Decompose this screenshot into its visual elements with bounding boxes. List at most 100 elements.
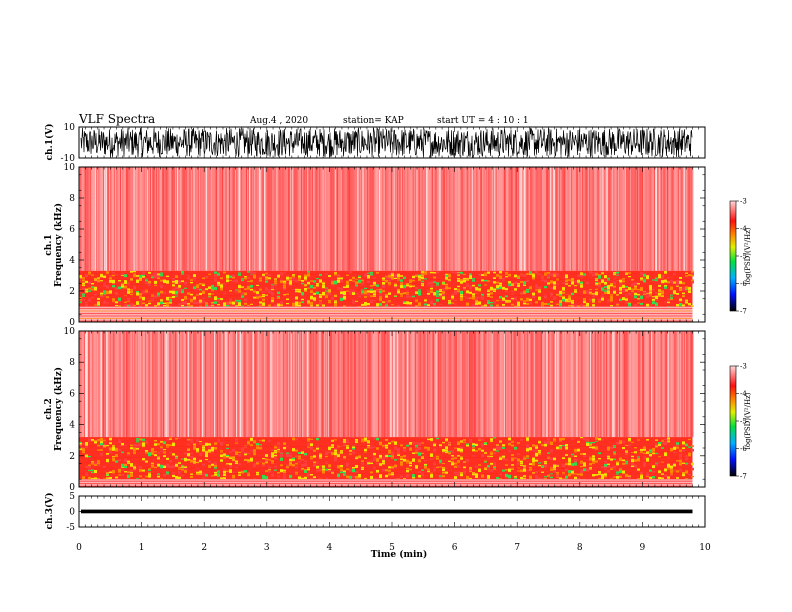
ch1-spectrogram-band-cell xyxy=(217,281,220,286)
ch2-spectrogram-streak xyxy=(287,331,289,438)
ch1-spectrogram-band-cell xyxy=(370,295,373,297)
ch2-spectrogram-band-cell xyxy=(196,471,199,475)
ch2-spectrogram-band-cell xyxy=(277,442,280,445)
ch2-spectrogram-band-cell xyxy=(172,474,175,477)
ch1-spectrogram-band-cell xyxy=(499,300,502,302)
ch1-spectrogram-band-cell xyxy=(280,279,283,284)
ch2-spectrogram-band-cell xyxy=(100,452,103,456)
ch1-spectrogram-streak xyxy=(131,167,133,271)
ch1-spectrogram-band-cell xyxy=(340,294,343,297)
ch1-spectrogram-streak xyxy=(320,167,322,271)
ch1-spectrogram-band-cell xyxy=(316,304,319,308)
ch1-spectrogram-band-cell xyxy=(214,278,217,282)
ch1-spectrogram-streak xyxy=(350,167,352,271)
ch2-spectrogram-streak xyxy=(352,331,354,438)
ch1-spectrogram-band-cell xyxy=(151,273,154,275)
ch2-spectrogram-band-cell xyxy=(229,469,232,473)
ch1-spectrogram-streak xyxy=(182,167,184,271)
ch1-spectrogram-band-cell xyxy=(316,278,319,280)
ch2-spectrogram-band-cell xyxy=(376,469,379,473)
ch1-spectrogram-streak xyxy=(338,167,340,271)
ch1-spectrogram-streak xyxy=(403,167,405,271)
ch1-spectrogram-streak xyxy=(317,167,319,271)
ch1-spectrogram-band-cell xyxy=(625,300,628,304)
ch1-spectrogram-band-cell xyxy=(235,279,238,283)
ch1-spectrogram-band-cell xyxy=(334,300,337,304)
ch2-spectrogram-streak xyxy=(652,331,654,438)
ch1-spectrogram-band-cell xyxy=(667,281,670,284)
ch1-spectrogram-band-cell xyxy=(679,280,682,284)
ch1-spectrogram-band-cell xyxy=(562,291,565,294)
ch2-spectrogram-band-cell xyxy=(367,440,370,444)
ch2-spectrogram-band-cell xyxy=(145,440,148,444)
ch2-spectrogram-gap xyxy=(100,331,103,438)
ch2-spectrogram-band-cell xyxy=(346,463,349,467)
ch1-spectrogram-band-cell xyxy=(628,276,631,278)
ch2-spectrogram-band-cell xyxy=(109,437,112,441)
ch2-spectrogram-streak xyxy=(603,331,605,438)
ch1-spectrogram-band-cell xyxy=(157,292,160,297)
ch2-spectrogram-streak xyxy=(656,331,658,438)
ch2-spectrogram-streak xyxy=(445,331,447,438)
ch1-spectrogram-band-cell xyxy=(247,271,250,273)
ch2-spectrogram-band-cell xyxy=(604,475,607,478)
ch1-spectrogram-streak xyxy=(381,167,383,271)
ch1-spectrogram-band-cell xyxy=(544,294,547,299)
ch2-spectrogram-streak xyxy=(339,331,341,438)
ch1-spectrogram-band-cell xyxy=(688,290,691,293)
ch1-spectrogram-band-cell xyxy=(124,274,127,278)
ch1-spectrogram-band-cell xyxy=(298,288,301,293)
ch1-spectrogram-band-cell xyxy=(370,288,373,291)
ch2-spectrogram-band-cell xyxy=(430,438,433,442)
ch1-spectrogram-band-cell xyxy=(307,287,310,289)
ch2-spectrogram-band-cell xyxy=(373,437,376,440)
ch2-spectrogram-streak xyxy=(587,331,589,438)
ch2-spectrogram-band-cell xyxy=(169,460,172,464)
ch1-spectrogram-band-cell xyxy=(331,297,334,300)
ch1-spectrogram-streak xyxy=(293,167,295,271)
ch1-spectrogram-band-cell xyxy=(478,288,481,292)
ch1-spectrogram-band-cell xyxy=(547,282,550,285)
ch1-spectrogram-streak xyxy=(170,167,172,271)
ch2-spectrogram-streak xyxy=(455,331,457,438)
ch1-spectrogram-band-cell xyxy=(556,283,559,286)
ch1-spectrogram-band-cell xyxy=(160,284,163,289)
ch1-spectrogram-band-cell xyxy=(172,277,175,282)
ch2-spectrogram-streak xyxy=(206,331,208,438)
ch2-spectrogram-gap xyxy=(396,331,399,438)
ch1-spectrogram-streak xyxy=(386,167,388,271)
ch1-spectrogram-band-cell xyxy=(616,273,619,276)
ch2-spectrogram-band-cell xyxy=(184,470,187,474)
ch1-spectrogram-band-cell xyxy=(445,276,448,280)
ch2-spectrogram-band-cell xyxy=(157,443,160,446)
ch2-spectrogram-band-cell xyxy=(553,464,556,467)
ch2-spectrogram-band-cell xyxy=(139,438,142,441)
ch1-spectrogram-band-cell xyxy=(79,275,82,279)
ch2-spectrogram-band-cell xyxy=(250,438,253,442)
ch1-spectrogram-streak xyxy=(232,167,234,271)
ch3-ytick-label: 0 xyxy=(69,508,75,518)
ch1-spectrogram-band-cell xyxy=(190,298,193,303)
ch2-spectrogram-band-cell xyxy=(484,460,487,462)
ch2-spectrogram-band-cell xyxy=(571,455,574,458)
ch1-spectrogram-streak xyxy=(469,167,471,271)
ch2-spectrogram-band-cell xyxy=(622,471,625,474)
ch2-spectrogram-ytick-label: 10 xyxy=(64,327,76,337)
ch1-spectrogram-band-cell xyxy=(118,280,121,282)
ch1-spectrogram-band-cell xyxy=(136,301,139,305)
ch2-spectrogram-band-cell xyxy=(589,444,592,446)
ch2-spectrogram-streak xyxy=(413,331,415,438)
ch1-spectrogram-streak xyxy=(626,167,628,271)
time-tick-label: 7 xyxy=(514,543,520,553)
ch1-spectrogram-band-cell xyxy=(214,296,217,301)
ch1-spectrogram-band-cell xyxy=(283,294,286,296)
ch1-spectrogram-streak xyxy=(460,167,462,271)
ch2-spectrogram-band-cell xyxy=(640,448,643,451)
ch1-spectrogram-band-cell xyxy=(241,278,244,282)
ch2-spectrogram-streak xyxy=(686,331,688,438)
ch2-spectrogram-band-cell xyxy=(466,443,469,445)
ch2-spectrogram-streak xyxy=(485,331,487,438)
ch1-spectrogram-band-cell xyxy=(505,272,508,275)
ch2-spectrogram-streak xyxy=(433,331,435,438)
ch1-spectrogram-band-cell xyxy=(154,294,157,298)
